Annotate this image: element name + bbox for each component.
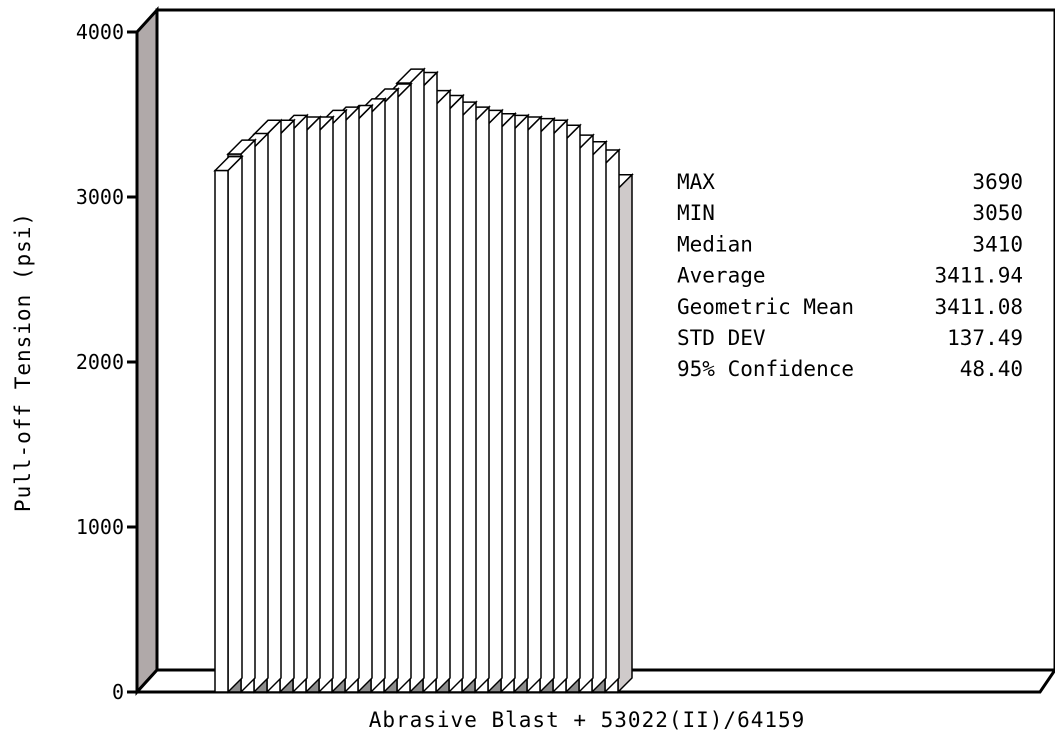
bar-side	[448, 93, 464, 694]
stats-value: 137.49	[947, 326, 1023, 350]
bar-side	[565, 123, 581, 694]
y-tick-label: 3000	[76, 185, 124, 209]
stats-value: 3411.08	[934, 295, 1023, 319]
stats-label: 95% Confidence	[677, 357, 854, 381]
left-wall	[135, 6, 159, 696]
bar-side	[383, 87, 399, 694]
bar-side	[617, 172, 633, 694]
bar-side	[591, 139, 607, 694]
y-tick-label: 4000	[76, 20, 124, 44]
bar-side	[344, 105, 360, 694]
bar-side	[292, 113, 308, 694]
stats-box: MAX 3690 MIN 3050 Median 3410 Average 3411.94 Ge…	[677, 170, 1023, 381]
bar-side	[435, 88, 451, 694]
bar-side	[279, 118, 295, 694]
bar-side	[578, 133, 594, 694]
y-ticks: 0 1000 2000 3000 4000	[76, 20, 137, 704]
stats-label: MIN	[677, 201, 715, 225]
bar-side	[357, 103, 373, 694]
stats-label: Average	[677, 264, 766, 288]
bar-side	[500, 111, 516, 694]
bars	[213, 67, 634, 694]
bar-side	[552, 118, 568, 694]
bar-side	[240, 138, 256, 694]
y-tick-label: 0	[112, 680, 124, 704]
stats-label: Geometric Mean	[677, 295, 854, 319]
stats-value: 3050	[972, 201, 1023, 225]
bar-side	[331, 108, 347, 694]
bar-side	[604, 148, 620, 694]
bar-side	[539, 116, 555, 694]
bar-side	[422, 70, 438, 694]
bar-side	[227, 154, 243, 694]
bar-side	[396, 82, 412, 694]
bar-side	[487, 108, 503, 694]
stats-value: 3411.94	[934, 264, 1023, 288]
x-axis-title: Abrasive Blast + 53022(II)/64159	[369, 708, 806, 732]
bar-side	[474, 105, 490, 694]
bar-side	[370, 97, 386, 694]
bar-side	[513, 113, 529, 694]
bar-side	[409, 67, 425, 694]
y-tick-label: 2000	[76, 350, 124, 374]
bar-side	[461, 100, 477, 694]
stats-value: 3410	[972, 232, 1023, 256]
bar-side	[266, 118, 282, 694]
stats-value: 48.40	[960, 357, 1023, 381]
stats-label: MAX	[677, 170, 715, 194]
stats-label: Median	[677, 232, 753, 256]
stats-value: 3690	[972, 170, 1023, 194]
stats-label: STD DEV	[677, 326, 766, 350]
bar-side	[526, 115, 542, 694]
bar-front	[214, 169, 229, 693]
y-axis-title: Pull-off Tension (psi)	[11, 212, 35, 512]
y-tick-label: 1000	[76, 515, 124, 539]
bar-side	[318, 115, 334, 694]
bar-side	[305, 115, 321, 694]
bar-side	[253, 131, 269, 694]
bar	[213, 154, 244, 694]
